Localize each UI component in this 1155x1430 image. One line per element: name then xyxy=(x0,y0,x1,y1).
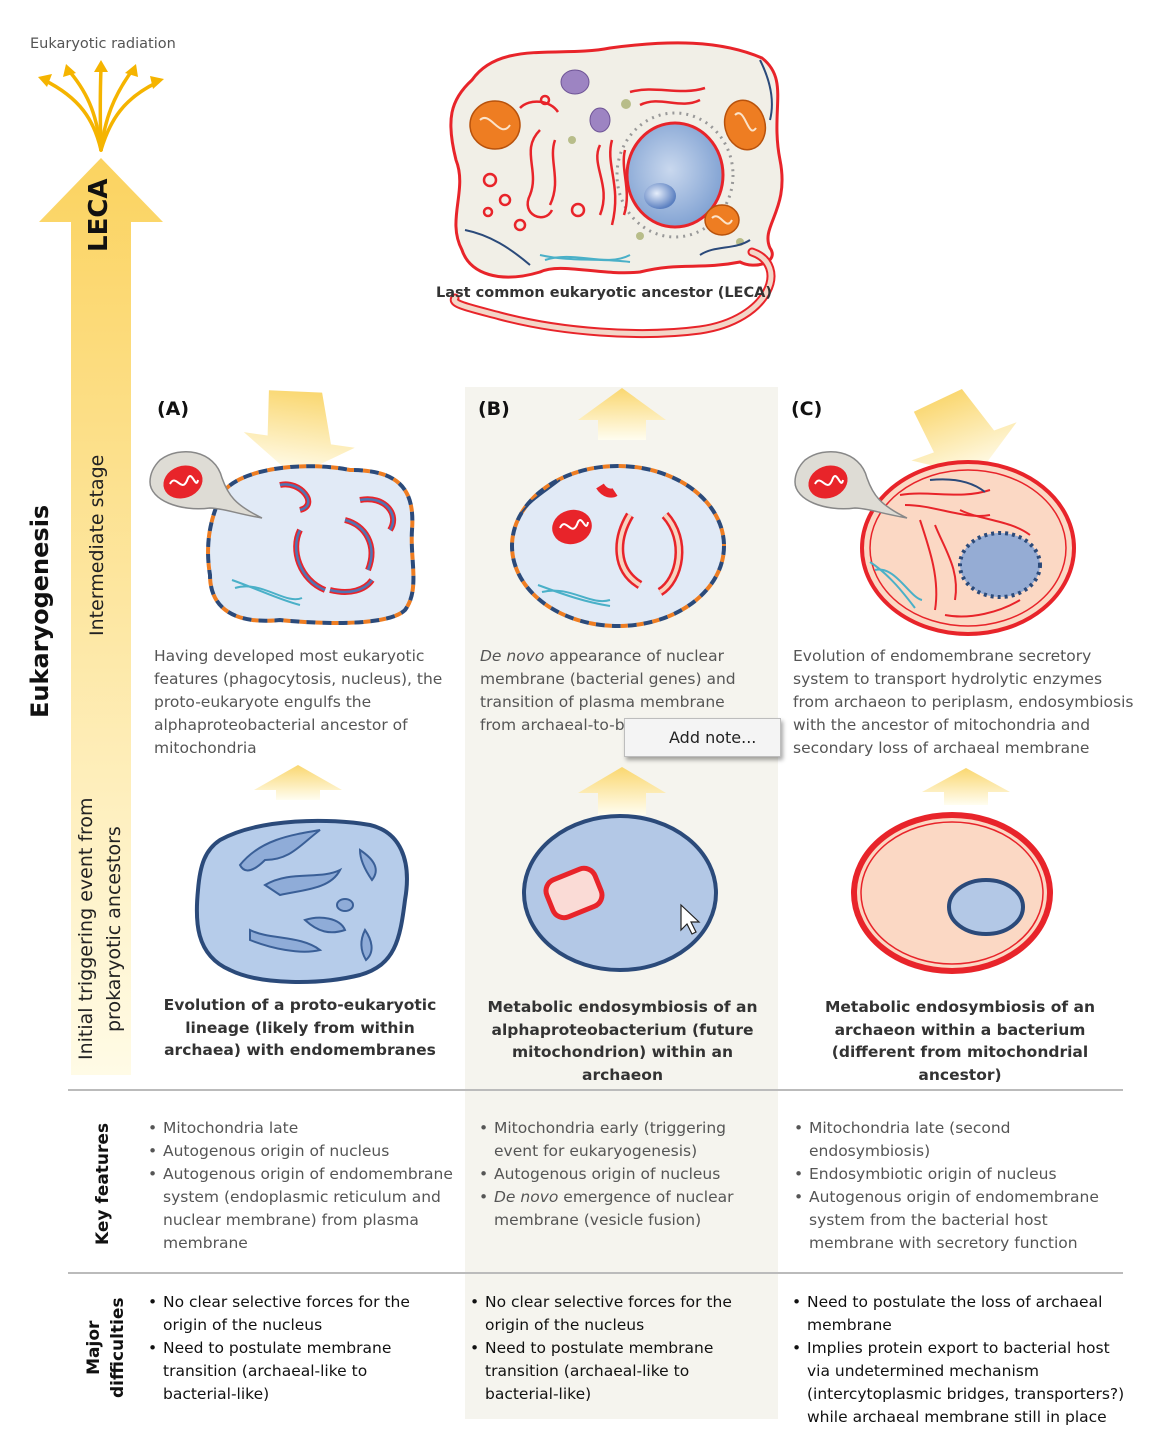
context-menu: Add note... xyxy=(624,718,781,757)
list-item: Autogenous origin of endomembrane system… xyxy=(148,1163,468,1255)
list-item: Implies protein export to bacterial host… xyxy=(792,1337,1132,1429)
list-item: De novo emergence of nuclear membrane (v… xyxy=(479,1186,759,1232)
eukaryogenesis-arrow xyxy=(39,158,163,1075)
list-item: Autogenous origin of endomembrane system… xyxy=(794,1186,1114,1255)
column-a-difficulties: No clear selective forces for the origin… xyxy=(148,1291,438,1406)
column-a-trigger-text: Evolution of a proto-eukaryotic lineage … xyxy=(163,996,437,1059)
mouse-cursor-icon xyxy=(680,903,701,935)
list-item: Need to postulate the loss of archaeal m… xyxy=(792,1291,1132,1337)
major-difficulties-label: Major difficulties xyxy=(84,1297,128,1398)
column-b-intermediate-text: De novo appearance of nuclear membrane (… xyxy=(480,647,736,734)
radiation-arrowheads xyxy=(38,60,164,89)
add-note-menu-item[interactable]: Add note... xyxy=(669,728,757,747)
initial-trigger-label: Initial triggering event from prokaryoti… xyxy=(75,797,125,1060)
divider-key-features xyxy=(68,1089,1123,1091)
list-item: Mitochondria late (second endosymbiosis) xyxy=(794,1117,1114,1163)
column-c-label: (C) xyxy=(791,398,823,420)
column-c-difficulties: Need to postulate the loss of archaeal m… xyxy=(792,1291,1132,1429)
column-b-label: (B) xyxy=(478,398,510,420)
column-b-key-features: Mitochondria early (triggering event for… xyxy=(479,1117,759,1232)
middle-arrows xyxy=(254,765,1010,815)
leca-arrow-label: LECA xyxy=(84,178,114,252)
column-a-intermediate-text: Having developed most eukaryotic feature… xyxy=(154,647,443,757)
column-c-trigger-text: Metabolic endosymbiosis of an archaeon w… xyxy=(824,998,1096,1084)
column-a-label: (A) xyxy=(157,398,190,420)
intermediate-stage-label: Intermediate stage xyxy=(86,454,108,636)
leca-caption: Last common eukaryotic ancestor (LECA) xyxy=(436,285,772,301)
column-a-intermediate-cell xyxy=(149,390,416,625)
list-item: Endosymbiotic origin of nucleus xyxy=(794,1163,1114,1186)
column-a-trigger-cell xyxy=(194,818,409,984)
list-item: Need to postulate membrane transition (a… xyxy=(148,1337,438,1406)
eukaryogenesis-label: Eukaryogenesis xyxy=(26,504,54,718)
column-a-key-features: Mitochondria late Autogenous origin of n… xyxy=(148,1117,468,1255)
list-item: Mitochondria late xyxy=(148,1117,468,1140)
column-b-difficulties: No clear selective forces for the origin… xyxy=(470,1291,760,1406)
leca-cell-illustration xyxy=(449,41,784,338)
list-item: Mitochondria early (triggering event for… xyxy=(479,1117,759,1163)
list-item: Autogenous origin of nucleus xyxy=(479,1163,759,1186)
list-item: No clear selective forces for the origin… xyxy=(148,1291,438,1337)
divider-difficulties xyxy=(68,1272,1123,1274)
column-c-intermediate-cell xyxy=(794,388,1076,636)
list-item: Need to postulate membrane transition (a… xyxy=(470,1337,760,1406)
column-c-intermediate-text: Evolution of endomembrane secretory syst… xyxy=(793,647,1134,757)
column-b-trigger-text: Metabolic endosymbiosis of an alphaprote… xyxy=(487,998,758,1084)
column-b-intermediate-cell xyxy=(510,388,726,628)
list-item: No clear selective forces for the origin… xyxy=(470,1291,760,1337)
list-item: Autogenous origin of nucleus xyxy=(148,1140,468,1163)
radiation-label: Eukaryotic radiation xyxy=(30,36,176,52)
column-b-trigger-cell xyxy=(384,752,718,972)
key-features-label: Key features xyxy=(93,1122,113,1245)
column-c-key-features: Mitochondria late (second endosymbiosis)… xyxy=(794,1117,1114,1255)
column-c-trigger-cell xyxy=(851,812,1053,974)
radiation-arrows-icon xyxy=(42,66,160,152)
